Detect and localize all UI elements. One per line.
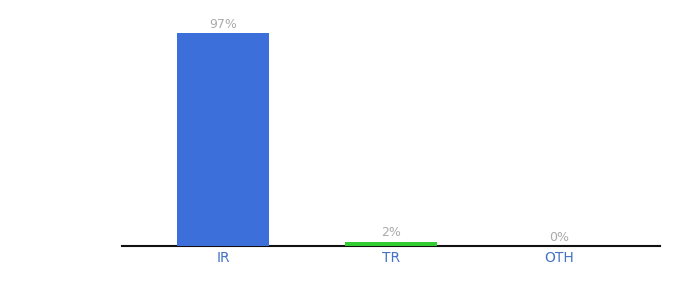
Bar bbox=[177, 33, 269, 246]
Text: 0%: 0% bbox=[549, 231, 569, 244]
Text: 2%: 2% bbox=[381, 226, 401, 239]
Bar bbox=[345, 242, 437, 246]
Text: 97%: 97% bbox=[209, 18, 237, 31]
